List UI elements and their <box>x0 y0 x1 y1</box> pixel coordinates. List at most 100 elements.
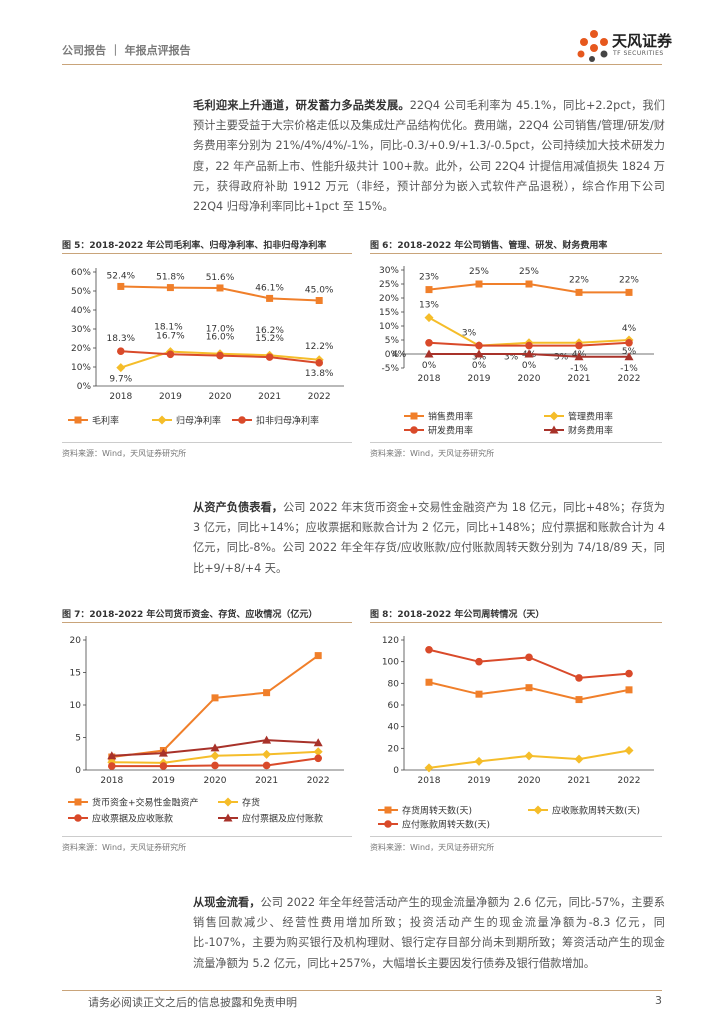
data-label: 45.0% <box>305 286 334 296</box>
y-tick-label: 20 <box>388 744 400 754</box>
figure-6-title: 图 6：2018-2022 年公司销售、管理、研发、财务费用率 <box>370 241 608 251</box>
paragraph-body: 22Q4 公司毛利率为 45.1%，同比+2.2pct，我们预计主要受益于大宗价… <box>193 99 665 214</box>
x-tick-label: 2021 <box>255 776 278 786</box>
y-tick-label: 20 <box>70 636 82 646</box>
y-tick-label: 30% <box>71 325 91 335</box>
footer-divider <box>62 990 662 991</box>
data-label: 46.1% <box>255 283 284 293</box>
figure-5-title: 图 5：2018-2022 年公司毛利率、归母净利率、扣非归母净利率 <box>62 241 327 251</box>
data-label: 25% <box>469 267 489 277</box>
data-label: 51.6% <box>206 273 235 283</box>
x-tick-label: 2019 <box>468 776 491 786</box>
data-label: 18.1% <box>154 323 183 333</box>
legend-marker <box>410 412 418 420</box>
data-point <box>624 352 634 361</box>
data-point <box>525 684 533 692</box>
chart-turnover-days: 0 20 40 60 80 100 120 2018 2019 2020 2021 2022 存货周转天… <box>378 636 654 831</box>
legend-label: 应付票据及应付账款 <box>242 813 323 825</box>
legend-marker <box>410 426 418 434</box>
data-point <box>625 686 633 694</box>
legend-marker <box>157 415 167 425</box>
data-point <box>524 751 534 761</box>
x-tick-label: 2018 <box>418 776 441 786</box>
data-point <box>475 341 483 350</box>
data-point <box>210 751 220 761</box>
data-point <box>474 349 484 358</box>
y-tick-label: 20% <box>379 294 399 304</box>
figure-8-source: 资料来源：Wind，天风证券研究所 <box>370 843 495 852</box>
figure-6-source-rule <box>370 442 662 443</box>
data-label: 3% <box>504 353 519 363</box>
logo-en: TF SECURITIES <box>613 50 664 57</box>
paragraph-lead: 从资产负债表看， <box>193 501 283 514</box>
figure-7-source: 资料来源：Wind，天风证券研究所 <box>62 843 187 852</box>
x-tick-label: 2020 <box>518 776 541 786</box>
data-point <box>159 762 168 770</box>
y-tick-label: -5% <box>381 364 399 374</box>
y-tick-label: 60 <box>388 701 400 711</box>
data-label: 4% <box>622 324 637 334</box>
figure-6-source: 资料来源：Wind，天风证券研究所 <box>370 449 495 458</box>
x-tick-label: 2018 <box>100 776 123 786</box>
legend-label: 扣非归母净利率 <box>256 415 319 427</box>
data-point <box>107 757 117 767</box>
data-label: -1% <box>570 364 588 374</box>
x-tick-label: 2022 <box>618 374 641 384</box>
x-tick-label: 2022 <box>618 776 641 786</box>
figure-7-title: 图 7：2018-2022 年公司货币资金、存货、应收情况（亿元） <box>62 610 318 620</box>
data-point <box>211 761 219 770</box>
data-label: 3% <box>554 353 569 363</box>
y-tick-label: 0% <box>77 382 92 392</box>
data-label: 15.2% <box>255 334 284 344</box>
data-point <box>266 294 274 302</box>
data-point <box>575 288 583 296</box>
figure-5-source: 资料来源：Wind，天风证券研究所 <box>62 449 187 458</box>
data-label: 51.8% <box>156 273 185 283</box>
legend-label: 应收账款周转天数(天) <box>552 805 640 817</box>
data-point <box>314 754 322 763</box>
data-point <box>314 652 322 660</box>
data-point <box>116 363 126 373</box>
page-number: 3 <box>655 994 662 1007</box>
legend-marker <box>74 416 82 424</box>
data-point <box>211 694 219 702</box>
x-tick-label: 2021 <box>568 374 591 384</box>
legend-marker <box>74 798 82 806</box>
data-point <box>524 349 534 358</box>
y-tick-label: 5% <box>385 336 400 346</box>
paragraph-cash-flow: 从现金流看，公司 2022 年全年经营活动产生的现金流量净额为 2.6 亿元，同… <box>193 893 665 974</box>
y-tick-label: 10% <box>71 363 91 373</box>
y-tick-label: 60% <box>71 268 91 278</box>
x-tick-label: 2019 <box>152 776 175 786</box>
paragraph-body: 公司 2022 年末货币资金+交易性金融资产为 18 亿元，同比+48%；存货为… <box>193 501 665 575</box>
data-label: 13% <box>419 301 439 311</box>
figure-5-title-rule <box>62 253 352 254</box>
legend-label: 应付账款周转天数(天) <box>402 819 490 831</box>
data-point <box>425 339 433 347</box>
data-point <box>424 349 434 358</box>
y-tick-label: 0% <box>385 350 400 360</box>
x-tick-label: 2021 <box>258 392 281 402</box>
report-header: 公司报告 ｜ 年报点评报告 <box>62 44 191 57</box>
data-label: 5% <box>622 347 637 357</box>
legend-label: 管理费用率 <box>568 411 613 423</box>
x-tick-label: 2021 <box>568 776 591 786</box>
data-label: 17.0% <box>206 325 235 335</box>
legend-marker <box>223 797 233 807</box>
data-point <box>262 735 272 744</box>
data-label: 16.0% <box>206 333 235 343</box>
data-point <box>525 280 533 288</box>
data-label: 0% <box>472 361 487 371</box>
figure-5-source-rule <box>62 442 352 443</box>
data-label: 18.3% <box>107 334 136 344</box>
data-point <box>117 282 125 290</box>
data-label: 0% <box>522 361 537 371</box>
data-label: 4% <box>392 350 407 360</box>
paragraph-lead: 毛利迎来上升通道，研发蓄力多品类发展。 <box>193 99 410 112</box>
y-tick-label: 10 <box>70 701 82 711</box>
data-label: 22% <box>569 275 589 285</box>
data-point <box>575 674 583 682</box>
data-point <box>315 359 323 367</box>
data-point <box>158 748 168 757</box>
y-tick-label: 40% <box>71 306 91 316</box>
